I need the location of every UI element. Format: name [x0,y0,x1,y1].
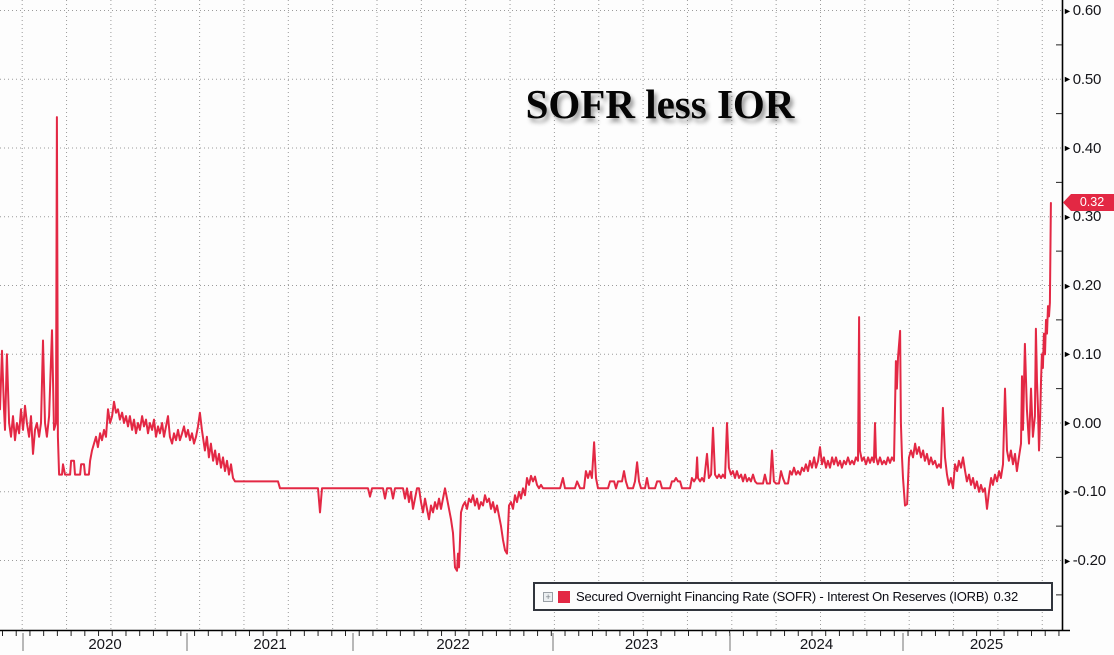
y-tick-arrow-icon: ► [1063,5,1072,16]
y-tick-text: -0.10 [1072,483,1106,501]
y-tick-arrow-icon: ► [1063,486,1072,497]
y-axis-label--0.10: ► -0.10 [1063,483,1106,501]
x-axis-label-2025: 2025 [969,636,1004,653]
x-axis-label-2023: 2023 [624,636,659,653]
y-axis-label-0.00: ► 0.00 [1063,414,1101,432]
y-tick-arrow-icon: ► [1063,555,1072,566]
y-tick-text: 0.40 [1072,139,1102,157]
x-axis-label-2024: 2024 [799,636,834,653]
y-axis-label-0.10: ► 0.10 [1063,345,1101,363]
legend-series-label: Secured Overnight Financing Rate (SOFR) … [576,589,989,604]
y-axis-label-0.50: ► 0.50 [1063,70,1101,88]
y-axis-label-0.30: ► 0.30 [1063,208,1101,226]
y-tick-text: 0.00 [1072,414,1102,432]
y-tick-text: 0.50 [1072,70,1102,88]
legend: + Secured Overnight Financing Rate (SOFR… [533,582,1053,611]
y-axis-label-0.60: ► 0.60 [1063,2,1101,20]
y-tick-arrow-icon: ► [1063,418,1072,428]
legend-expand-icon[interactable]: + [543,591,553,602]
y-tick-arrow-icon: ► [1063,143,1072,153]
x-axis-label-2022: 2022 [436,636,470,653]
legend-series-value: 0.32 [993,589,1018,604]
y-tick-text: -0.20 [1072,552,1106,569]
chart-title: SOFR less IOR [525,81,795,127]
y-tick-text: 0.60 [1072,2,1102,19]
y-tick-arrow-icon: ► [1063,211,1072,222]
x-axis-label-2020: 2020 [88,636,122,653]
y-tick-text: 0.20 [1072,277,1102,294]
y-tick-arrow-icon: ► [1063,74,1072,85]
legend-series-swatch-icon [558,590,570,603]
y-axis-label-0.20: ► 0.20 [1063,277,1101,295]
sofr-minus-iorb-line [0,116,1052,572]
y-tick-text: 0.10 [1072,345,1102,363]
last-value-badge: 0.32 [1063,194,1114,211]
y-axis-label--0.20: ► -0.20 [1063,552,1106,570]
y-tick-text: 0.30 [1072,208,1102,226]
y-tick-arrow-icon: ► [1063,280,1072,291]
y-axis-label-0.40: ► 0.40 [1063,139,1101,157]
x-axis-label-2021: 2021 [253,636,287,653]
y-tick-arrow-icon: ► [1063,349,1072,360]
